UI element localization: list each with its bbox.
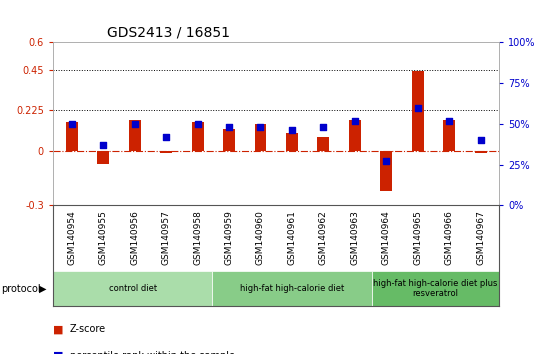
Text: GDS2413 / 16851: GDS2413 / 16851 [107,26,229,40]
Text: GSM140966: GSM140966 [445,211,454,266]
Text: GSM140958: GSM140958 [193,211,202,266]
Text: GSM140955: GSM140955 [99,211,108,266]
Point [99,142,108,148]
Text: ■: ■ [53,324,64,334]
Point [476,137,485,143]
Point [382,159,391,164]
Bar [286,133,298,151]
Bar [372,271,499,306]
Point [193,121,202,127]
Text: high-fat high-calorie diet plus
resveratrol: high-fat high-calorie diet plus resverat… [373,279,498,298]
Point [224,124,233,130]
Text: GSM140961: GSM140961 [287,211,296,266]
Text: GSM140967: GSM140967 [476,211,485,266]
Bar [349,120,361,151]
Point [130,121,139,127]
Text: ■: ■ [53,351,64,354]
Text: Z-score: Z-score [70,324,106,334]
Bar [223,129,235,151]
Bar [254,124,267,151]
Point [413,105,422,110]
Text: GSM140965: GSM140965 [413,211,422,266]
Bar [380,151,392,191]
Point [350,118,359,124]
Bar [213,271,372,306]
Text: GSM140957: GSM140957 [162,211,171,266]
Bar [160,151,172,153]
Point [287,127,296,133]
Point [445,118,454,124]
Text: protocol: protocol [1,284,41,293]
Text: GSM140962: GSM140962 [319,211,328,265]
Point [256,124,265,130]
Text: ▶: ▶ [39,284,47,293]
Point [319,124,328,130]
Point [162,134,171,140]
Bar [474,151,487,153]
Point [68,121,76,127]
Text: GSM140959: GSM140959 [224,211,234,266]
Text: percentile rank within the sample: percentile rank within the sample [70,351,235,354]
Text: GSM140956: GSM140956 [130,211,140,266]
Bar [129,120,141,151]
Text: GSM140963: GSM140963 [350,211,359,266]
Bar [318,137,329,151]
Text: GSM140964: GSM140964 [382,211,391,265]
Bar [53,271,213,306]
Bar [66,122,78,151]
Bar [443,120,455,151]
Bar [97,151,109,164]
Bar [191,122,204,151]
Text: high-fat high-calorie diet: high-fat high-calorie diet [240,284,344,293]
Text: GSM140954: GSM140954 [68,211,76,265]
Bar [412,72,424,151]
Text: control diet: control diet [109,284,157,293]
Text: GSM140960: GSM140960 [256,211,265,266]
